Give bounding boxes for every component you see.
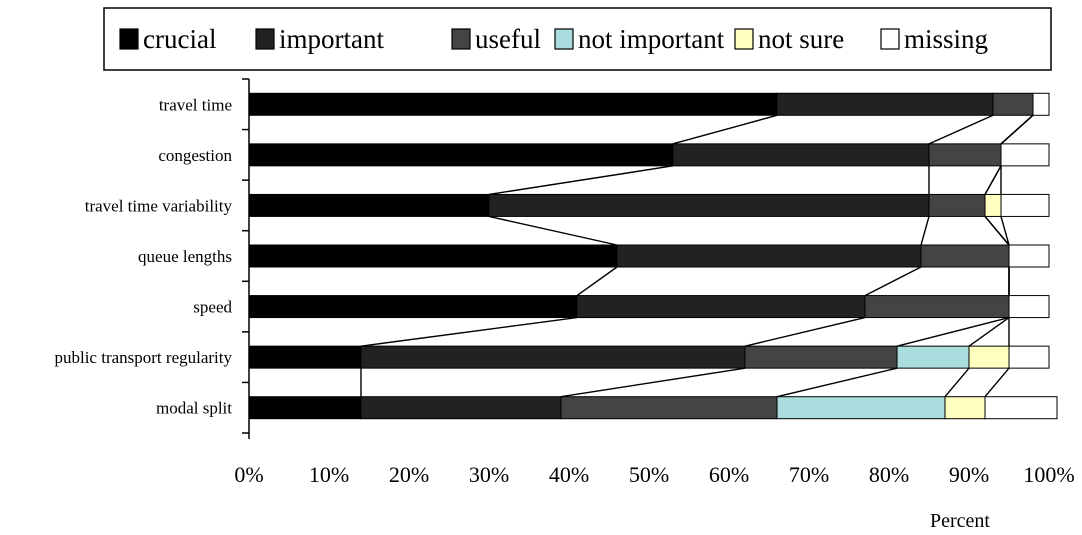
- bar-crucial-travel-time: [248, 92, 778, 116]
- series-line: [944, 367, 970, 398]
- x-tick-label: 100%: [1023, 462, 1074, 487]
- legend: crucial important useful not important not s…: [103, 7, 1052, 71]
- x-tick-label: 10%: [309, 462, 349, 487]
- series-line: [920, 216, 930, 246]
- bar-useful-modal-split: [560, 396, 778, 420]
- legend-swatch-missing: [880, 28, 900, 50]
- bar-crucial-modal-split: [248, 396, 362, 420]
- x-tick-label: 60%: [709, 462, 749, 487]
- legend-label-useful: useful: [475, 24, 541, 54]
- bar-important-queue-lengths: [616, 244, 922, 268]
- legend-swatch-important: [255, 28, 275, 50]
- series-line: [984, 215, 1010, 246]
- y-tick-label: congestion: [158, 146, 232, 165]
- legend-label-not-important: not important: [578, 24, 725, 54]
- y-tick-label: travel time variability: [85, 196, 233, 215]
- x-tick-label: 70%: [789, 462, 829, 487]
- series-line: [576, 266, 618, 297]
- x-tick-label: 30%: [469, 462, 509, 487]
- bar-missing-speed: [1008, 295, 1050, 319]
- y-tick-label: modal split: [156, 399, 232, 418]
- series-line: [360, 316, 578, 347]
- bar-useful-travel-time-variability: [928, 193, 986, 217]
- legend-swatch-crucial: [119, 28, 139, 50]
- series-line: [488, 215, 618, 246]
- bar-important-travel-time-variability: [488, 193, 930, 217]
- series-line: [1000, 114, 1034, 145]
- x-tick-label: 0%: [234, 462, 263, 487]
- bar-not-important-modal-split: [776, 396, 946, 420]
- bar-important-speed: [576, 295, 866, 319]
- bar-crucial-queue-lengths: [248, 244, 618, 268]
- bar-not-sure-public-transport-regularity: [968, 345, 1010, 369]
- bar-useful-queue-lengths: [920, 244, 1010, 268]
- bar-not-sure-travel-time-variability: [984, 193, 1002, 217]
- series-line: [864, 266, 922, 297]
- x-tick-label: 40%: [549, 462, 589, 487]
- y-tick-label: speed: [193, 298, 232, 317]
- series-line: [1000, 216, 1010, 246]
- bar-missing-public-transport-regularity: [1008, 345, 1050, 369]
- bar-missing-congestion: [1000, 143, 1050, 167]
- series-line: [896, 316, 1010, 347]
- series-line: [560, 367, 746, 398]
- legend-swatch-useful: [451, 28, 471, 50]
- bar-not-important-public-transport-regularity: [896, 345, 970, 369]
- bar-not-sure-modal-split: [944, 396, 986, 420]
- x-axis-title: Percent: [930, 510, 990, 532]
- bar-important-modal-split: [360, 396, 562, 420]
- series-line: [776, 367, 898, 398]
- bar-missing-travel-time-variability: [1000, 193, 1050, 217]
- bar-useful-congestion: [928, 143, 1002, 167]
- bar-important-public-transport-regularity: [360, 345, 746, 369]
- bar-missing-queue-lengths: [1008, 244, 1050, 268]
- bar-missing-travel-time: [1032, 92, 1050, 116]
- bar-important-travel-time: [776, 92, 994, 116]
- series-lines: [360, 114, 1034, 398]
- series-line: [984, 165, 1002, 195]
- legend-label-important: important: [279, 24, 384, 54]
- series-line: [928, 114, 994, 145]
- bar-useful-public-transport-regularity: [744, 345, 898, 369]
- legend-swatch-not-sure: [734, 28, 754, 50]
- bar-useful-travel-time: [992, 92, 1034, 116]
- y-tick-label: public transport regularity: [54, 348, 232, 367]
- x-tick-label: 90%: [949, 462, 989, 487]
- bar-crucial-travel-time-variability: [248, 193, 490, 217]
- y-tick-label: queue lengths: [138, 247, 232, 266]
- y-tick-label: travel time: [159, 95, 232, 114]
- legend-label-not-sure: not sure: [758, 24, 844, 54]
- series-line: [672, 114, 778, 145]
- x-tick-label: 50%: [629, 462, 669, 487]
- series-line: [488, 165, 674, 196]
- bar-important-congestion: [672, 143, 930, 167]
- x-tick-label: 80%: [869, 462, 909, 487]
- legend-label-missing: missing: [904, 24, 988, 54]
- series-line: [968, 317, 1010, 347]
- bar-missing-modal-split: [984, 396, 1058, 420]
- plot-area: [248, 92, 1058, 420]
- x-tick-label: 20%: [389, 462, 429, 487]
- bar-useful-speed: [864, 295, 1010, 319]
- series-line: [744, 316, 866, 347]
- bar-crucial-congestion: [248, 143, 674, 167]
- legend-label-crucial: crucial: [143, 24, 216, 54]
- bar-crucial-public-transport-regularity: [248, 345, 362, 369]
- legend-swatch-not-important: [554, 28, 574, 50]
- axes: travel time congestion travel time variabi…: [54, 78, 1075, 487]
- series-line: [984, 367, 1010, 398]
- bar-crucial-speed: [248, 295, 578, 319]
